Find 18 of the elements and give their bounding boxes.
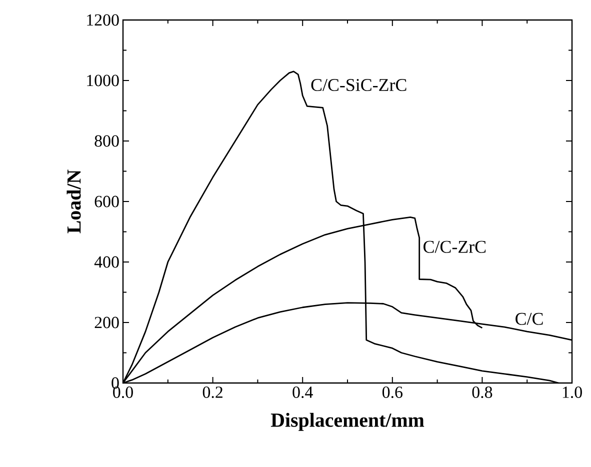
x-tick-label: 1.0: [562, 386, 582, 398]
series-label: C/C-SiC-ZrC: [311, 79, 406, 92]
y-tick-label: 400: [94, 256, 119, 268]
y-tick-label: 0: [112, 377, 119, 389]
y-tick-label: 200: [94, 316, 119, 328]
x-tick-label: 0.8: [472, 386, 492, 398]
y-tick-label: 1200: [87, 14, 119, 26]
y-tick-label: 600: [94, 196, 119, 208]
x-tick-label: 0.0: [113, 386, 133, 398]
series-label: C/C-ZrC: [424, 240, 486, 253]
x-axis-title: Displacement/mm: [270, 412, 424, 431]
y-tick-label: 1000: [87, 74, 119, 86]
y-tick-label: 800: [94, 135, 119, 147]
x-tick-label: 0.6: [382, 386, 402, 398]
x-tick-label: 0.4: [292, 386, 313, 398]
y-axis-title: Load/N: [66, 170, 81, 234]
x-tick-label: 0.2: [202, 386, 222, 398]
legend-label: C/C: [516, 312, 543, 325]
